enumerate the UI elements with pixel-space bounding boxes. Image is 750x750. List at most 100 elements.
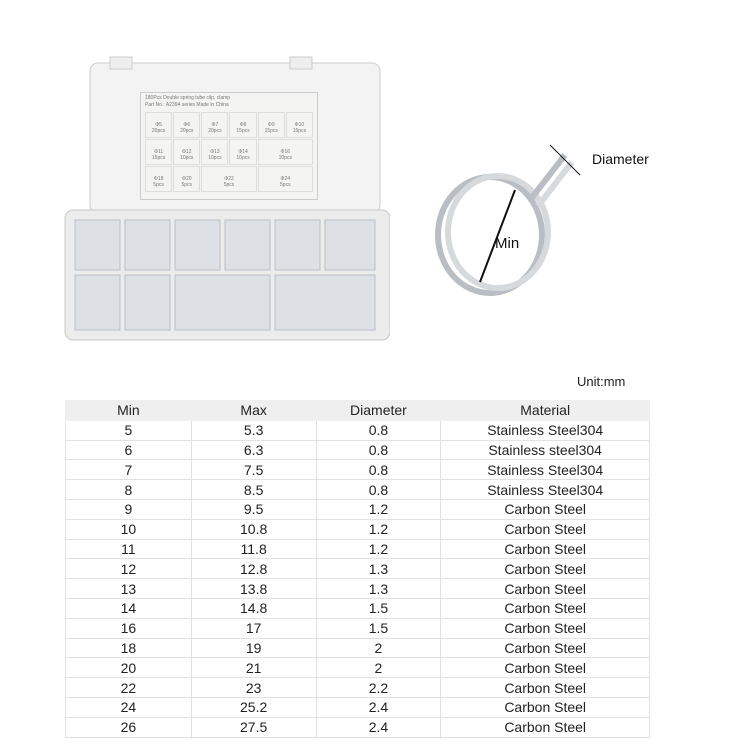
table-cell: 12 [65, 558, 192, 580]
table-row: 9 9.5 1.2 Carbon Steel [65, 498, 650, 520]
cell-size: Φ20 [181, 176, 192, 182]
label-cell: Φ11 15pcs [145, 139, 173, 165]
table-cell: 20 [65, 657, 192, 679]
min-arrow [479, 189, 516, 283]
cell-size: Φ24 [280, 176, 291, 182]
table-cell: 14 [65, 597, 192, 619]
table-cell: 0.8 [315, 459, 442, 481]
cell-size: Φ13 [210, 149, 220, 155]
cell-size: Φ12 [181, 149, 192, 155]
table-cell: Carbon Steel [440, 558, 650, 580]
table-cell: 1.3 [315, 558, 442, 580]
label-cell: Φ12 10pcs [173, 139, 201, 165]
table-cell: 2.4 [315, 696, 442, 718]
table-cell: 8 [65, 479, 192, 500]
label-cell: Φ18 5pcs [145, 166, 173, 192]
table-cell: 7.5 [190, 459, 317, 481]
table-row: 22 23 2.2 Carbon Steel [65, 677, 650, 698]
table-cell: 6 [65, 439, 192, 461]
table-cell: 5 [65, 419, 192, 441]
table-cell: 21 [190, 657, 317, 679]
table-cell: Stainless Steel304 [440, 459, 650, 481]
table-cell: Carbon Steel [440, 677, 650, 698]
table-cell: 23 [190, 677, 317, 698]
table-row: 18 19 2 Carbon Steel [65, 637, 650, 659]
cell-size: Φ8 [239, 122, 247, 128]
table-cell: 5.3 [190, 419, 317, 441]
cell-qty: 15pcs [292, 128, 307, 134]
table-cell: 1.3 [315, 578, 442, 599]
table-cell: Carbon Steel [440, 538, 650, 560]
cell-qty: 5pcs [153, 182, 164, 188]
table-cell: 18 [65, 637, 192, 659]
cell-qty: 20pcs [151, 128, 166, 134]
cell-size: Φ18 [153, 176, 164, 182]
table-cell: 1.5 [315, 617, 442, 639]
table-cell: 26 [65, 716, 192, 738]
diameter-label: Diameter [592, 151, 649, 167]
table-row: 10 10.8 1.2 Carbon Steel [65, 518, 650, 540]
table-cell: 19 [190, 637, 317, 659]
table-cell: Carbon Steel [440, 716, 650, 738]
cell-size: Φ10 [294, 122, 305, 128]
table-row: 14 14.8 1.5 Carbon Steel [65, 597, 650, 619]
table-cell: Carbon Steel [440, 696, 650, 718]
table-cell: 24 [65, 696, 192, 718]
table-cell: Carbon Steel [440, 597, 650, 619]
table-cell: Carbon Steel [440, 617, 650, 639]
table-cell: 8.5 [190, 479, 317, 500]
table-row: 24 25.2 2.4 Carbon Steel [65, 696, 650, 718]
table-cell: 12.8 [190, 558, 317, 580]
table-row: 12 12.8 1.3 Carbon Steel [65, 558, 650, 580]
label-cell: Φ8 15pcs [229, 112, 257, 138]
table-cell: 22 [65, 677, 192, 698]
label-cell: Φ6 20pcs [173, 112, 201, 138]
table-cell: Carbon Steel [440, 578, 650, 599]
label-cell: Φ24 5pcs [257, 166, 313, 192]
table-cell: 7 [65, 459, 192, 481]
table-cell: Stainless Steel304 [440, 419, 650, 441]
cell-qty: 5pcs [223, 182, 235, 188]
table-cell: 11.8 [190, 538, 317, 560]
table-row: 8 8.5 0.8 Stainless Steel304 [65, 479, 650, 500]
cell-size: Φ14 [238, 149, 248, 155]
cell-size: Φ16 [280, 149, 291, 155]
table-row: 7 7.5 0.8 Stainless Steel304 [65, 459, 650, 481]
table-cell: 2 [315, 657, 442, 679]
cell-qty: 10pcs [236, 155, 250, 161]
box-label: 180Pcs Double spring tube clip, clamp Pa… [140, 92, 318, 200]
table-cell: 13.8 [190, 578, 317, 599]
table-cell: 9.5 [190, 498, 317, 520]
min-label: Min [495, 235, 519, 252]
cell-qty: 20pcs [180, 128, 194, 134]
label-cell: Φ5 20pcs [145, 112, 173, 138]
cell-qty: 15pcs [236, 128, 250, 134]
table-cell: 6.3 [190, 439, 317, 461]
table-cell: 10 [65, 518, 192, 540]
cell-size: Φ7 [211, 122, 219, 128]
table-cell: 25.2 [190, 696, 317, 718]
cell-size: Φ9 [267, 122, 275, 128]
table-cell: 16 [65, 617, 192, 639]
table-cell: 14.8 [190, 597, 317, 619]
table-cell: 13 [65, 578, 192, 599]
cell-qty: 15pcs [264, 128, 278, 134]
table-cell: 27.5 [190, 716, 317, 738]
table-cell: 1.2 [315, 498, 442, 520]
table-cell: Carbon Steel [440, 498, 650, 520]
table-row: 26 27.5 2.4 Carbon Steel [65, 716, 650, 738]
cell-size: Φ5 [155, 122, 162, 128]
table-cell: 1.2 [315, 538, 442, 560]
table-cell: Carbon Steel [440, 657, 650, 679]
column-header: Diameter [315, 400, 442, 421]
label-cell: Φ22 5pcs [201, 166, 257, 192]
label-cell: Φ9 15pcs [257, 112, 285, 138]
label-subtitle: Part No.: A2394 series Made in China [145, 102, 229, 108]
cell-size: Φ11 [153, 149, 164, 155]
table-cell: 10.8 [190, 518, 317, 540]
cell-qty: 15pcs [151, 155, 166, 161]
table-cell: 1.2 [315, 518, 442, 540]
unit-label: Unit:mm [577, 374, 626, 389]
table-cell: Carbon Steel [440, 518, 650, 540]
cell-size: Φ6 [183, 122, 191, 128]
